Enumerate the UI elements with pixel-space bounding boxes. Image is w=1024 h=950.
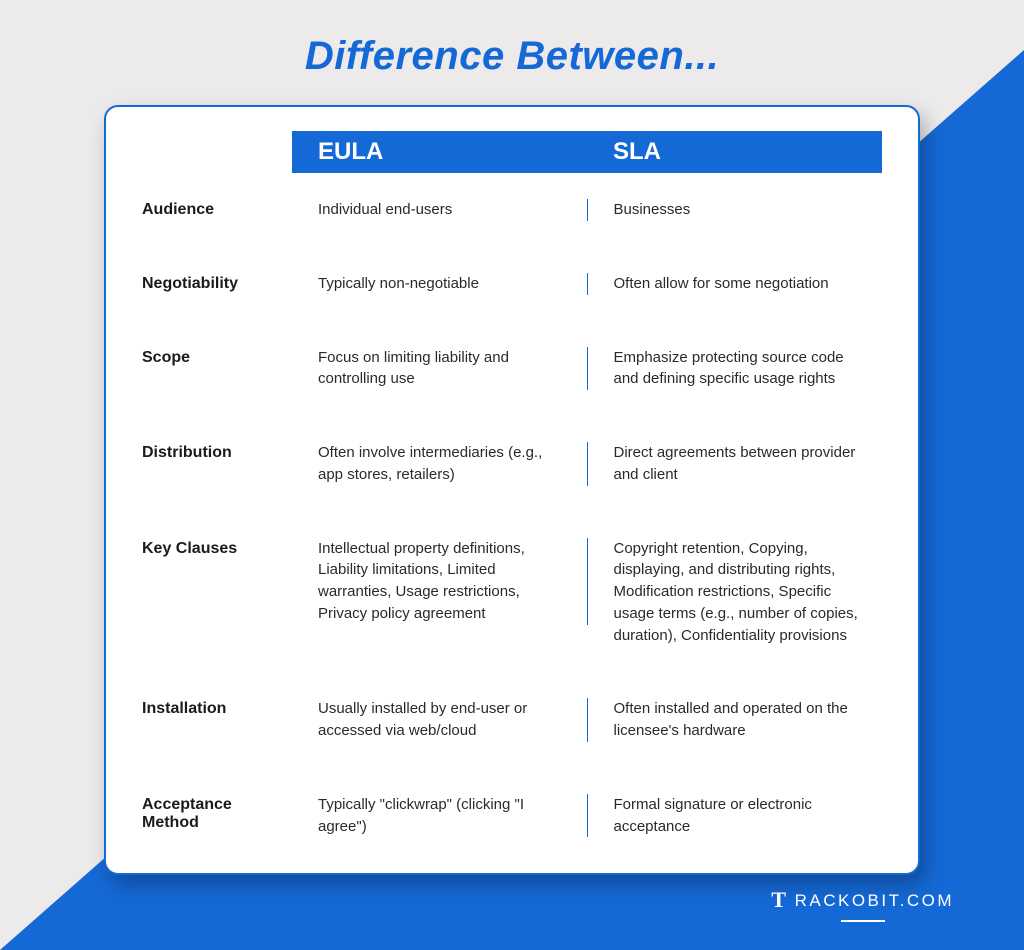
cell-eula-negotiability: Typically non-negotiable xyxy=(292,273,588,295)
cell-eula-audience: Individual end-users xyxy=(292,199,588,221)
cell-sla-acceptance: Formal signature or electronic acceptanc… xyxy=(588,794,883,838)
cell-sla-audience: Businesses xyxy=(588,199,883,221)
row-label-audience: Audience xyxy=(142,199,292,219)
table-header: EULA SLA xyxy=(292,131,882,173)
cell-eula-installation: Usually installed by end-user or accesse… xyxy=(292,698,588,742)
cell-sla-negotiability: Often allow for some negotiation xyxy=(588,273,883,295)
column-header-eula: EULA xyxy=(292,138,587,166)
cell-eula-scope: Focus on limiting liability and controll… xyxy=(292,347,588,391)
cell-eula-keyclauses: Intellectual property definitions, Liabi… xyxy=(292,538,588,625)
table-row: Installation Usually installed by end-us… xyxy=(142,672,882,768)
row-label-keyclauses: Key Clauses xyxy=(142,538,292,558)
table-body: Audience Individual end-users Businesses… xyxy=(142,173,882,843)
column-header-sla: SLA xyxy=(587,138,882,166)
brand-footer: T RACKOBIT.COM xyxy=(771,888,954,922)
brand-logo: T RACKOBIT.COM xyxy=(771,888,954,914)
cell-sla-distribution: Direct agreements between provider and c… xyxy=(588,442,883,486)
brand-text: RACKOBIT.COM xyxy=(795,891,954,911)
cell-sla-scope: Emphasize protecting source code and def… xyxy=(588,347,883,391)
row-label-negotiability: Negotiability xyxy=(142,273,292,293)
cell-eula-distribution: Often involve intermediaries (e.g., app … xyxy=(292,442,588,486)
table-row: Acceptance Method Typically "clickwrap" … xyxy=(142,768,882,844)
row-label-installation: Installation xyxy=(142,698,292,718)
table-row: Scope Focus on limiting liability and co… xyxy=(142,321,882,417)
row-label-scope: Scope xyxy=(142,347,292,367)
page-title: Difference Between... xyxy=(0,0,1024,79)
brand-underline xyxy=(841,920,885,922)
table-row: Key Clauses Intellectual property defini… xyxy=(142,512,882,673)
row-label-distribution: Distribution xyxy=(142,442,292,462)
brand-mark-icon: T xyxy=(771,887,788,913)
table-row: Audience Individual end-users Businesses xyxy=(142,173,882,247)
row-label-acceptance: Acceptance Method xyxy=(142,794,292,832)
cell-eula-acceptance: Typically "clickwrap" (clicking "I agree… xyxy=(292,794,588,838)
cell-sla-keyclauses: Copyright retention, Copying, displaying… xyxy=(588,538,883,647)
comparison-card: EULA SLA Audience Individual end-users B… xyxy=(104,105,920,875)
cell-sla-installation: Often installed and operated on the lice… xyxy=(588,698,883,742)
table-row: Distribution Often involve intermediarie… xyxy=(142,416,882,512)
table-row: Negotiability Typically non-negotiable O… xyxy=(142,247,882,321)
